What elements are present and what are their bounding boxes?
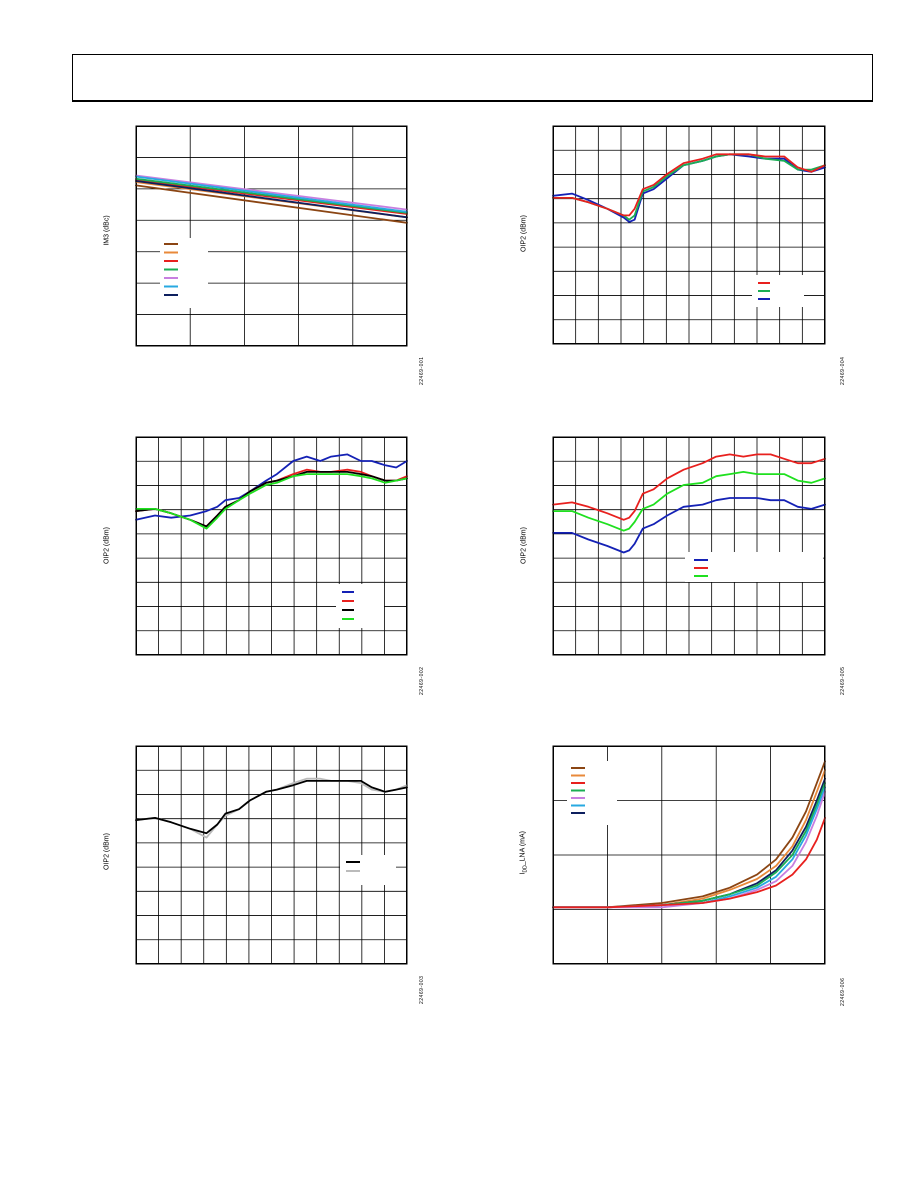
series-line-6 [135,175,408,213]
chart-svg [552,125,826,345]
plot-area [136,126,407,346]
plot-border [135,125,408,347]
chart-svg [135,745,408,965]
figure-id: 22469-001 [419,356,425,385]
series-line-7 [552,817,826,909]
series-line-7 [135,180,408,219]
series-line-1 [552,453,826,521]
series-line-6 [552,790,826,909]
figure-id: 22469-005 [840,666,846,695]
chart-panel-oip2-a: OIP2 (dBm) 22469-004 [517,120,857,385]
series-line-1 [552,760,826,909]
grid-lines [136,126,407,346]
page-header-box [72,54,873,102]
figure-id: 22469-003 [419,975,425,1004]
grid-lines [553,126,825,344]
chart-panel-idd-lna: IDD_LNA (mA) 22469-006 [517,741,857,1006]
chart-svg [552,745,826,965]
series-line-5 [135,174,408,211]
series-line-3 [552,153,826,217]
chart-svg [135,436,408,656]
chart-panel-im3: IM3 (dBc) 22469-001 [100,120,440,385]
figure-id: 22469-006 [840,977,846,1006]
series-line-3 [552,497,826,554]
plot-border [135,436,408,656]
figure-id: 22469-002 [419,666,425,695]
series-line-2 [552,471,826,532]
chart-panel-oip2-b: OIP2 (dBm) 22469-002 [100,432,440,695]
chart-panel-oip2-d: OIP2 (dBm) 22469-003 [100,741,440,1004]
series-line-1 [135,453,408,521]
plot-border [552,125,826,345]
plot-border [135,745,408,965]
legend-box [336,584,384,628]
chart-panel-oip2-c: OIP2 (dBm) 22469-005 [517,432,857,695]
plot-border [552,745,826,965]
plot-border [552,436,826,656]
legend-box [160,238,208,308]
grid-lines [553,437,825,655]
chart-svg [552,436,826,656]
series-line-4 [135,177,408,214]
series-line-3 [135,179,408,215]
series-line-4 [135,473,408,530]
grid-lines [136,437,407,655]
series-line-1 [135,184,408,224]
series-line-2 [135,780,408,835]
legend-box [567,761,617,825]
figure-id: 22469-004 [840,356,846,385]
chart-svg [135,125,408,347]
